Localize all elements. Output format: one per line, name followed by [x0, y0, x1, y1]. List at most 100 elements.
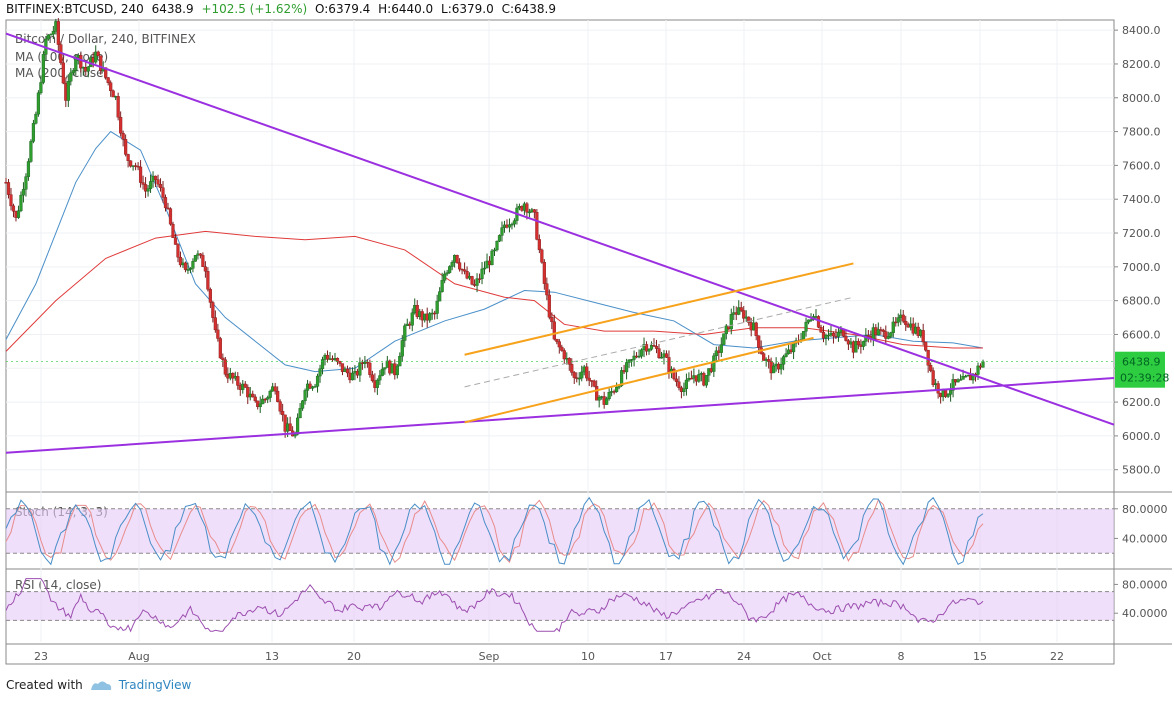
- candle-body: [772, 365, 776, 374]
- candle-body: [801, 331, 806, 340]
- candle: [804, 317, 808, 337]
- candle: [335, 357, 340, 365]
- triangle-lower-line: [5, 377, 1115, 454]
- candle: [438, 287, 442, 302]
- candle-body: [173, 237, 178, 245]
- candle: [246, 384, 250, 405]
- price-badge-value: 6438.9: [1122, 356, 1161, 369]
- symbol-label[interactable]: BITFINEX:BTCUSD, 240: [6, 2, 144, 16]
- candle-body: [178, 256, 183, 266]
- candle-body: [637, 355, 641, 358]
- candle: [375, 378, 379, 395]
- price-badge-bg: [1115, 351, 1165, 388]
- candle: [26, 158, 31, 181]
- candle-body: [672, 368, 676, 380]
- candle: [585, 363, 589, 382]
- candle-body: [109, 82, 113, 92]
- candle-body: [894, 321, 898, 324]
- candle: [398, 352, 402, 367]
- candle-body: [657, 348, 661, 358]
- candle: [677, 376, 681, 391]
- candle-body: [963, 375, 968, 378]
- candle: [395, 364, 399, 379]
- triangle-upper-line: [5, 32, 1115, 426]
- candle-body: [806, 319, 811, 323]
- candle: [19, 191, 23, 213]
- candle: [208, 287, 212, 309]
- candle: [320, 356, 325, 375]
- candle: [188, 267, 193, 274]
- candle-body: [936, 383, 940, 394]
- candle-body: [231, 373, 235, 379]
- candle-body: [335, 357, 340, 362]
- candle: [846, 339, 851, 351]
- candle: [415, 300, 419, 319]
- candle: [876, 322, 880, 336]
- candle-body: [572, 372, 576, 378]
- candle: [597, 395, 601, 408]
- candle: [679, 385, 684, 399]
- candle: [310, 385, 315, 391]
- candle-body: [819, 327, 823, 333]
- tradingview-link[interactable]: TradingView: [118, 678, 192, 692]
- candle: [21, 182, 26, 203]
- candle-body: [261, 398, 265, 405]
- candle: [318, 364, 322, 383]
- candle-body: [415, 305, 419, 317]
- candle: [198, 253, 203, 259]
- candle: [742, 306, 746, 323]
- candle: [218, 336, 222, 359]
- candle-body: [876, 329, 880, 336]
- candle-body: [281, 410, 285, 416]
- candle: [948, 383, 953, 402]
- candle: [545, 277, 549, 301]
- candle-body: [532, 209, 536, 213]
- candle: [109, 80, 113, 97]
- candle: [550, 312, 554, 330]
- candle-body: [492, 249, 497, 252]
- candle: [637, 349, 641, 359]
- candle-body: [929, 365, 933, 371]
- candle-body: [455, 255, 459, 263]
- candle: [540, 248, 544, 264]
- candle-body: [119, 116, 123, 134]
- candle-body: [956, 379, 960, 383]
- close-value: C:6438.9: [501, 2, 556, 16]
- candle: [340, 363, 345, 376]
- candle: [689, 370, 693, 380]
- candle-body: [203, 266, 207, 272]
- candle-body: [462, 269, 467, 272]
- candle-body: [782, 356, 786, 365]
- candle-body: [497, 235, 502, 242]
- price-badge-timer: 02:39:28: [1120, 372, 1169, 385]
- candle-body: [545, 283, 549, 296]
- candle: [136, 162, 140, 171]
- candle-body: [450, 262, 454, 267]
- candle-body: [166, 207, 170, 210]
- candle: [231, 372, 235, 384]
- candle: [512, 218, 517, 228]
- candle-body: [24, 176, 28, 190]
- candle: [106, 77, 110, 86]
- candle-body: [258, 403, 262, 408]
- candle: [186, 262, 190, 275]
- candle: [168, 207, 173, 226]
- candle: [126, 153, 130, 168]
- candle-body: [607, 391, 611, 400]
- candle-body: [340, 363, 345, 372]
- candle-body: [946, 394, 950, 397]
- candle-body: [308, 383, 312, 389]
- candle: [49, 33, 53, 36]
- stoch-k-line: [5, 496, 984, 566]
- x-tick-label: Aug: [128, 650, 149, 663]
- candle-body: [632, 355, 636, 360]
- candle-body: [542, 262, 546, 284]
- candle: [570, 358, 574, 376]
- candle-body: [21, 189, 26, 196]
- candle-body: [56, 21, 60, 45]
- candle-body: [570, 364, 574, 373]
- y-tick-label: 8400.0: [1122, 24, 1161, 37]
- candle: [383, 367, 387, 375]
- candle-body: [268, 390, 272, 398]
